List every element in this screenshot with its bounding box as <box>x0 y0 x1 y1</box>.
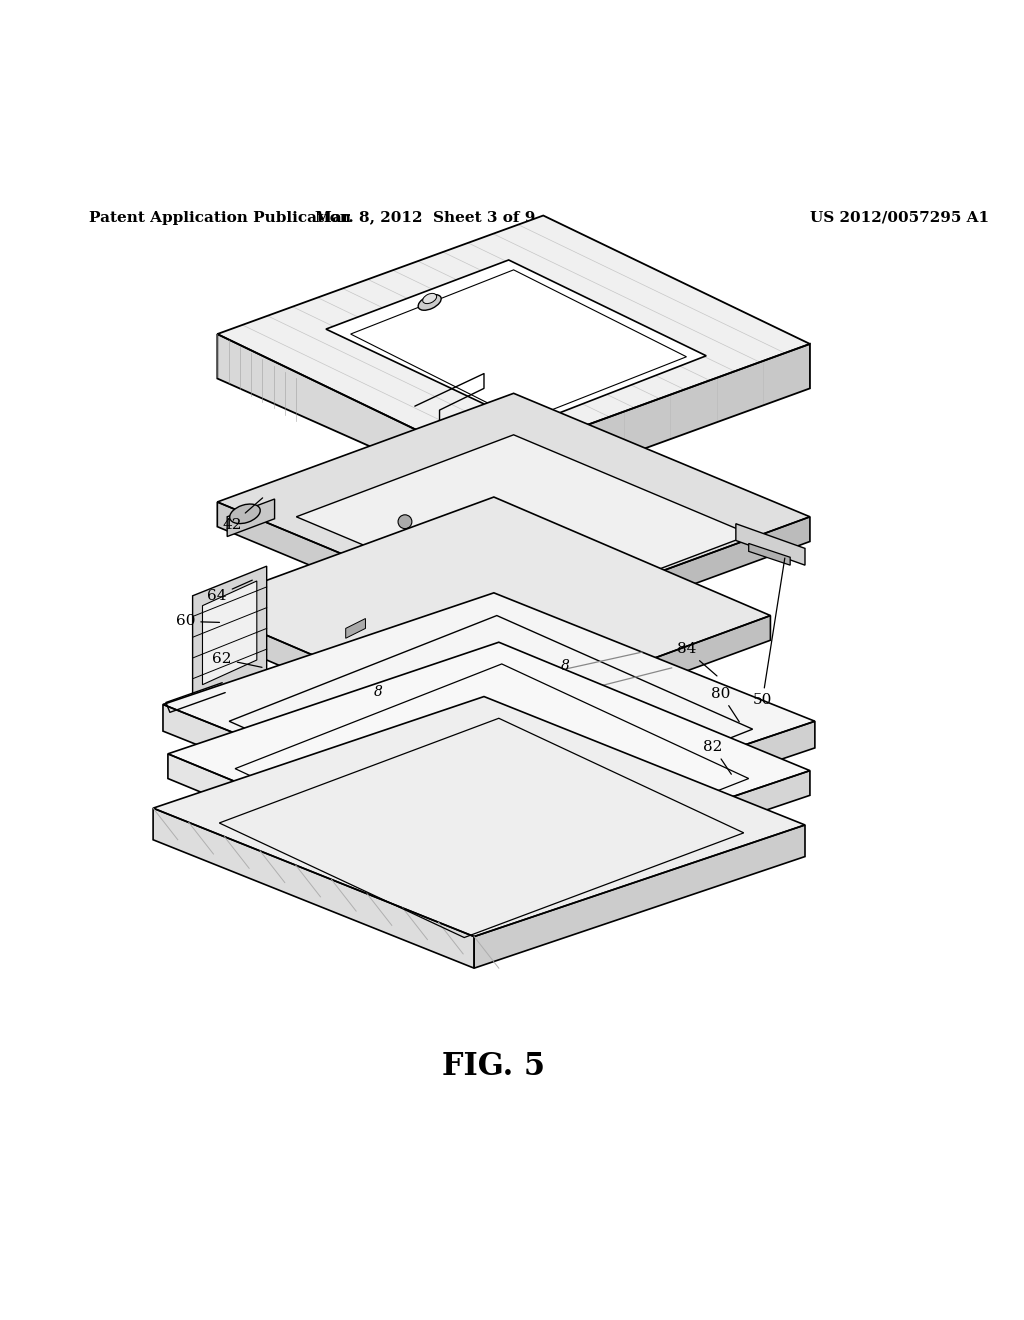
Circle shape <box>432 595 446 610</box>
Polygon shape <box>154 808 474 968</box>
Text: US 2012/0057295 A1: US 2012/0057295 A1 <box>810 211 989 224</box>
Text: 8: 8 <box>374 685 382 698</box>
Polygon shape <box>484 345 810 507</box>
Polygon shape <box>198 606 474 748</box>
Text: FIG. 5: FIG. 5 <box>442 1052 546 1082</box>
Text: Mar. 8, 2012  Sheet 3 of 9: Mar. 8, 2012 Sheet 3 of 9 <box>314 211 535 224</box>
Circle shape <box>398 515 412 528</box>
Text: 84: 84 <box>677 642 717 676</box>
Circle shape <box>521 611 536 624</box>
Polygon shape <box>749 544 791 565</box>
Text: 64: 64 <box>208 579 252 603</box>
Polygon shape <box>514 517 810 651</box>
Polygon shape <box>198 498 770 725</box>
Polygon shape <box>217 393 810 626</box>
Polygon shape <box>168 643 810 882</box>
Polygon shape <box>296 434 751 616</box>
Polygon shape <box>193 566 266 700</box>
Polygon shape <box>154 697 805 937</box>
Text: 8: 8 <box>561 659 570 673</box>
Polygon shape <box>474 615 770 748</box>
Polygon shape <box>217 502 514 651</box>
Text: Patent Application Publication: Patent Application Publication <box>89 211 351 224</box>
Polygon shape <box>217 334 484 498</box>
Text: 62: 62 <box>212 652 262 668</box>
Text: 80: 80 <box>711 686 739 722</box>
Polygon shape <box>326 260 707 425</box>
Polygon shape <box>736 524 805 565</box>
Polygon shape <box>163 593 815 833</box>
Polygon shape <box>203 581 257 685</box>
Polygon shape <box>227 499 274 536</box>
Text: 60: 60 <box>176 614 219 628</box>
Text: 82: 82 <box>703 741 731 775</box>
Polygon shape <box>217 215 810 462</box>
Text: 42: 42 <box>222 498 262 532</box>
Ellipse shape <box>423 293 436 304</box>
Polygon shape <box>168 754 479 907</box>
Polygon shape <box>479 771 810 907</box>
Polygon shape <box>484 721 815 859</box>
Text: 50: 50 <box>753 558 784 708</box>
Polygon shape <box>474 825 805 968</box>
Polygon shape <box>346 619 366 639</box>
Ellipse shape <box>418 294 441 310</box>
Polygon shape <box>163 705 484 859</box>
Polygon shape <box>366 686 385 706</box>
Ellipse shape <box>229 504 260 524</box>
